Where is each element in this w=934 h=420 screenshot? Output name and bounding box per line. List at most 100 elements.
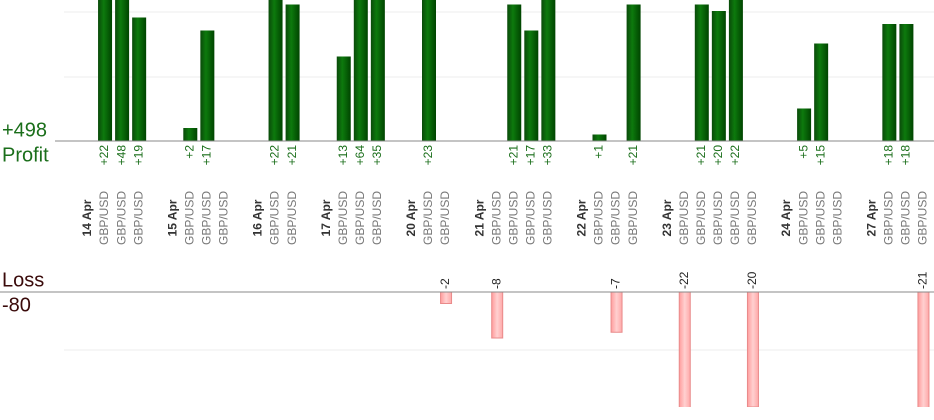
pair-label: GBP/USD [711, 191, 725, 245]
profit-bar [899, 24, 914, 141]
pair-label: GBP/USD [489, 191, 503, 245]
profit-label: +2 [182, 145, 196, 159]
loss-bar [746, 292, 759, 407]
loss-label: -8 [489, 278, 503, 289]
profit-label: +21 [285, 145, 299, 166]
profit-label: +17 [523, 145, 537, 166]
profit-bar [524, 30, 539, 141]
profit-bar [882, 24, 897, 141]
pair-label: GBP/USD [131, 191, 145, 245]
profit-label: +21 [626, 145, 640, 166]
pair-label: GBP/USD [899, 191, 913, 245]
profit-label: +19 [131, 145, 145, 166]
profit-bar [711, 11, 726, 141]
profit-bar [200, 30, 215, 141]
profit-bar [268, 0, 283, 141]
profit-bar [694, 4, 709, 141]
pair-label: GBP/USD [609, 191, 623, 245]
profit-label: +1 [592, 145, 606, 159]
pair-label: GBP/USD [882, 191, 896, 245]
profit-label: +13 [336, 145, 350, 166]
profit-bar [728, 0, 743, 141]
loss-bar [440, 292, 453, 304]
loss-label: -20 [745, 271, 759, 289]
profit-label: +20 [711, 145, 725, 166]
pair-label: GBP/USD [114, 191, 128, 245]
profit-label: +64 [353, 145, 367, 166]
profit-bar [507, 4, 522, 141]
profit-bar [353, 0, 368, 141]
date-label: 14 Apr [80, 199, 94, 236]
date-label: 24 Apr [779, 199, 793, 236]
profit-label: +21 [506, 145, 520, 166]
pair-label: GBP/USD [336, 191, 350, 245]
loss-bar [917, 292, 930, 407]
pair-label: GBP/USD [830, 191, 844, 245]
profit-label: +22 [728, 145, 742, 166]
pair-label: GBP/USD [370, 191, 384, 245]
pair-label: GBP/USD [182, 191, 196, 245]
profit-title: Profit [2, 144, 49, 166]
pair-label: GBP/USD [592, 191, 606, 245]
pair-label: GBP/USD [916, 191, 930, 245]
date-label: 22 Apr [575, 199, 589, 236]
profit-total: +498 [2, 119, 47, 141]
pair-label: GBP/USD [421, 191, 435, 245]
loss-label: -2 [438, 278, 452, 289]
pair-label: GBP/USD [268, 191, 282, 245]
pair-label: GBP/USD [523, 191, 537, 245]
pair-label: GBP/USD [694, 191, 708, 245]
pair-label: GBP/USD [97, 191, 111, 245]
profit-bar [422, 0, 436, 141]
profit-bar [592, 134, 607, 141]
profit-label: +18 [899, 145, 913, 166]
pair-label: GBP/USD [217, 191, 231, 245]
date-label: 27 Apr [864, 199, 878, 236]
date-label: 17 Apr [319, 199, 333, 236]
profit-bar [115, 0, 130, 141]
bars [98, 0, 930, 407]
profit-label: +48 [114, 145, 128, 166]
date-label: 15 Apr [165, 199, 179, 236]
profit-bar [183, 128, 198, 141]
profit-label: +33 [541, 145, 555, 166]
profit-label: +15 [813, 145, 827, 166]
loss-label: -7 [609, 278, 623, 289]
profit-bar [626, 4, 641, 141]
loss-title: Loss [2, 269, 44, 291]
loss-bar [678, 292, 691, 407]
profit-label: +22 [97, 145, 111, 166]
loss-label: -21 [916, 271, 930, 289]
profit-bar [285, 4, 300, 141]
loss-bar [491, 292, 504, 339]
pair-label: GBP/USD [813, 191, 827, 245]
pair-label: GBP/USD [745, 191, 759, 245]
profit-label: +5 [796, 145, 810, 159]
pair-label: GBP/USD [626, 191, 640, 245]
pair-label: GBP/USD [506, 191, 520, 245]
loss-label: -22 [677, 271, 691, 289]
profit-bar [814, 43, 829, 141]
profit-bar [336, 56, 351, 141]
pair-label: GBP/USD [200, 191, 214, 245]
profit-bar [132, 17, 147, 141]
profit-label: +23 [421, 145, 435, 166]
pair-label: GBP/USD [677, 191, 691, 245]
pair-label: GBP/USD [285, 191, 299, 245]
profit-bar [797, 108, 812, 141]
profit-label: +17 [200, 145, 214, 166]
pair-label: GBP/USD [541, 191, 555, 245]
date-label: 21 Apr [472, 199, 486, 236]
profit-label: +18 [882, 145, 896, 166]
profit-bar [370, 0, 385, 141]
profit-bar [98, 0, 113, 141]
date-label: 16 Apr [251, 199, 265, 236]
loss-bar [610, 292, 623, 333]
profit-label: +22 [268, 145, 282, 166]
pair-label: GBP/USD [438, 191, 452, 245]
profit-bar [541, 0, 556, 141]
date-label: 20 Apr [404, 199, 418, 236]
profit-label: +35 [370, 145, 384, 166]
date-label: 23 Apr [660, 199, 674, 236]
